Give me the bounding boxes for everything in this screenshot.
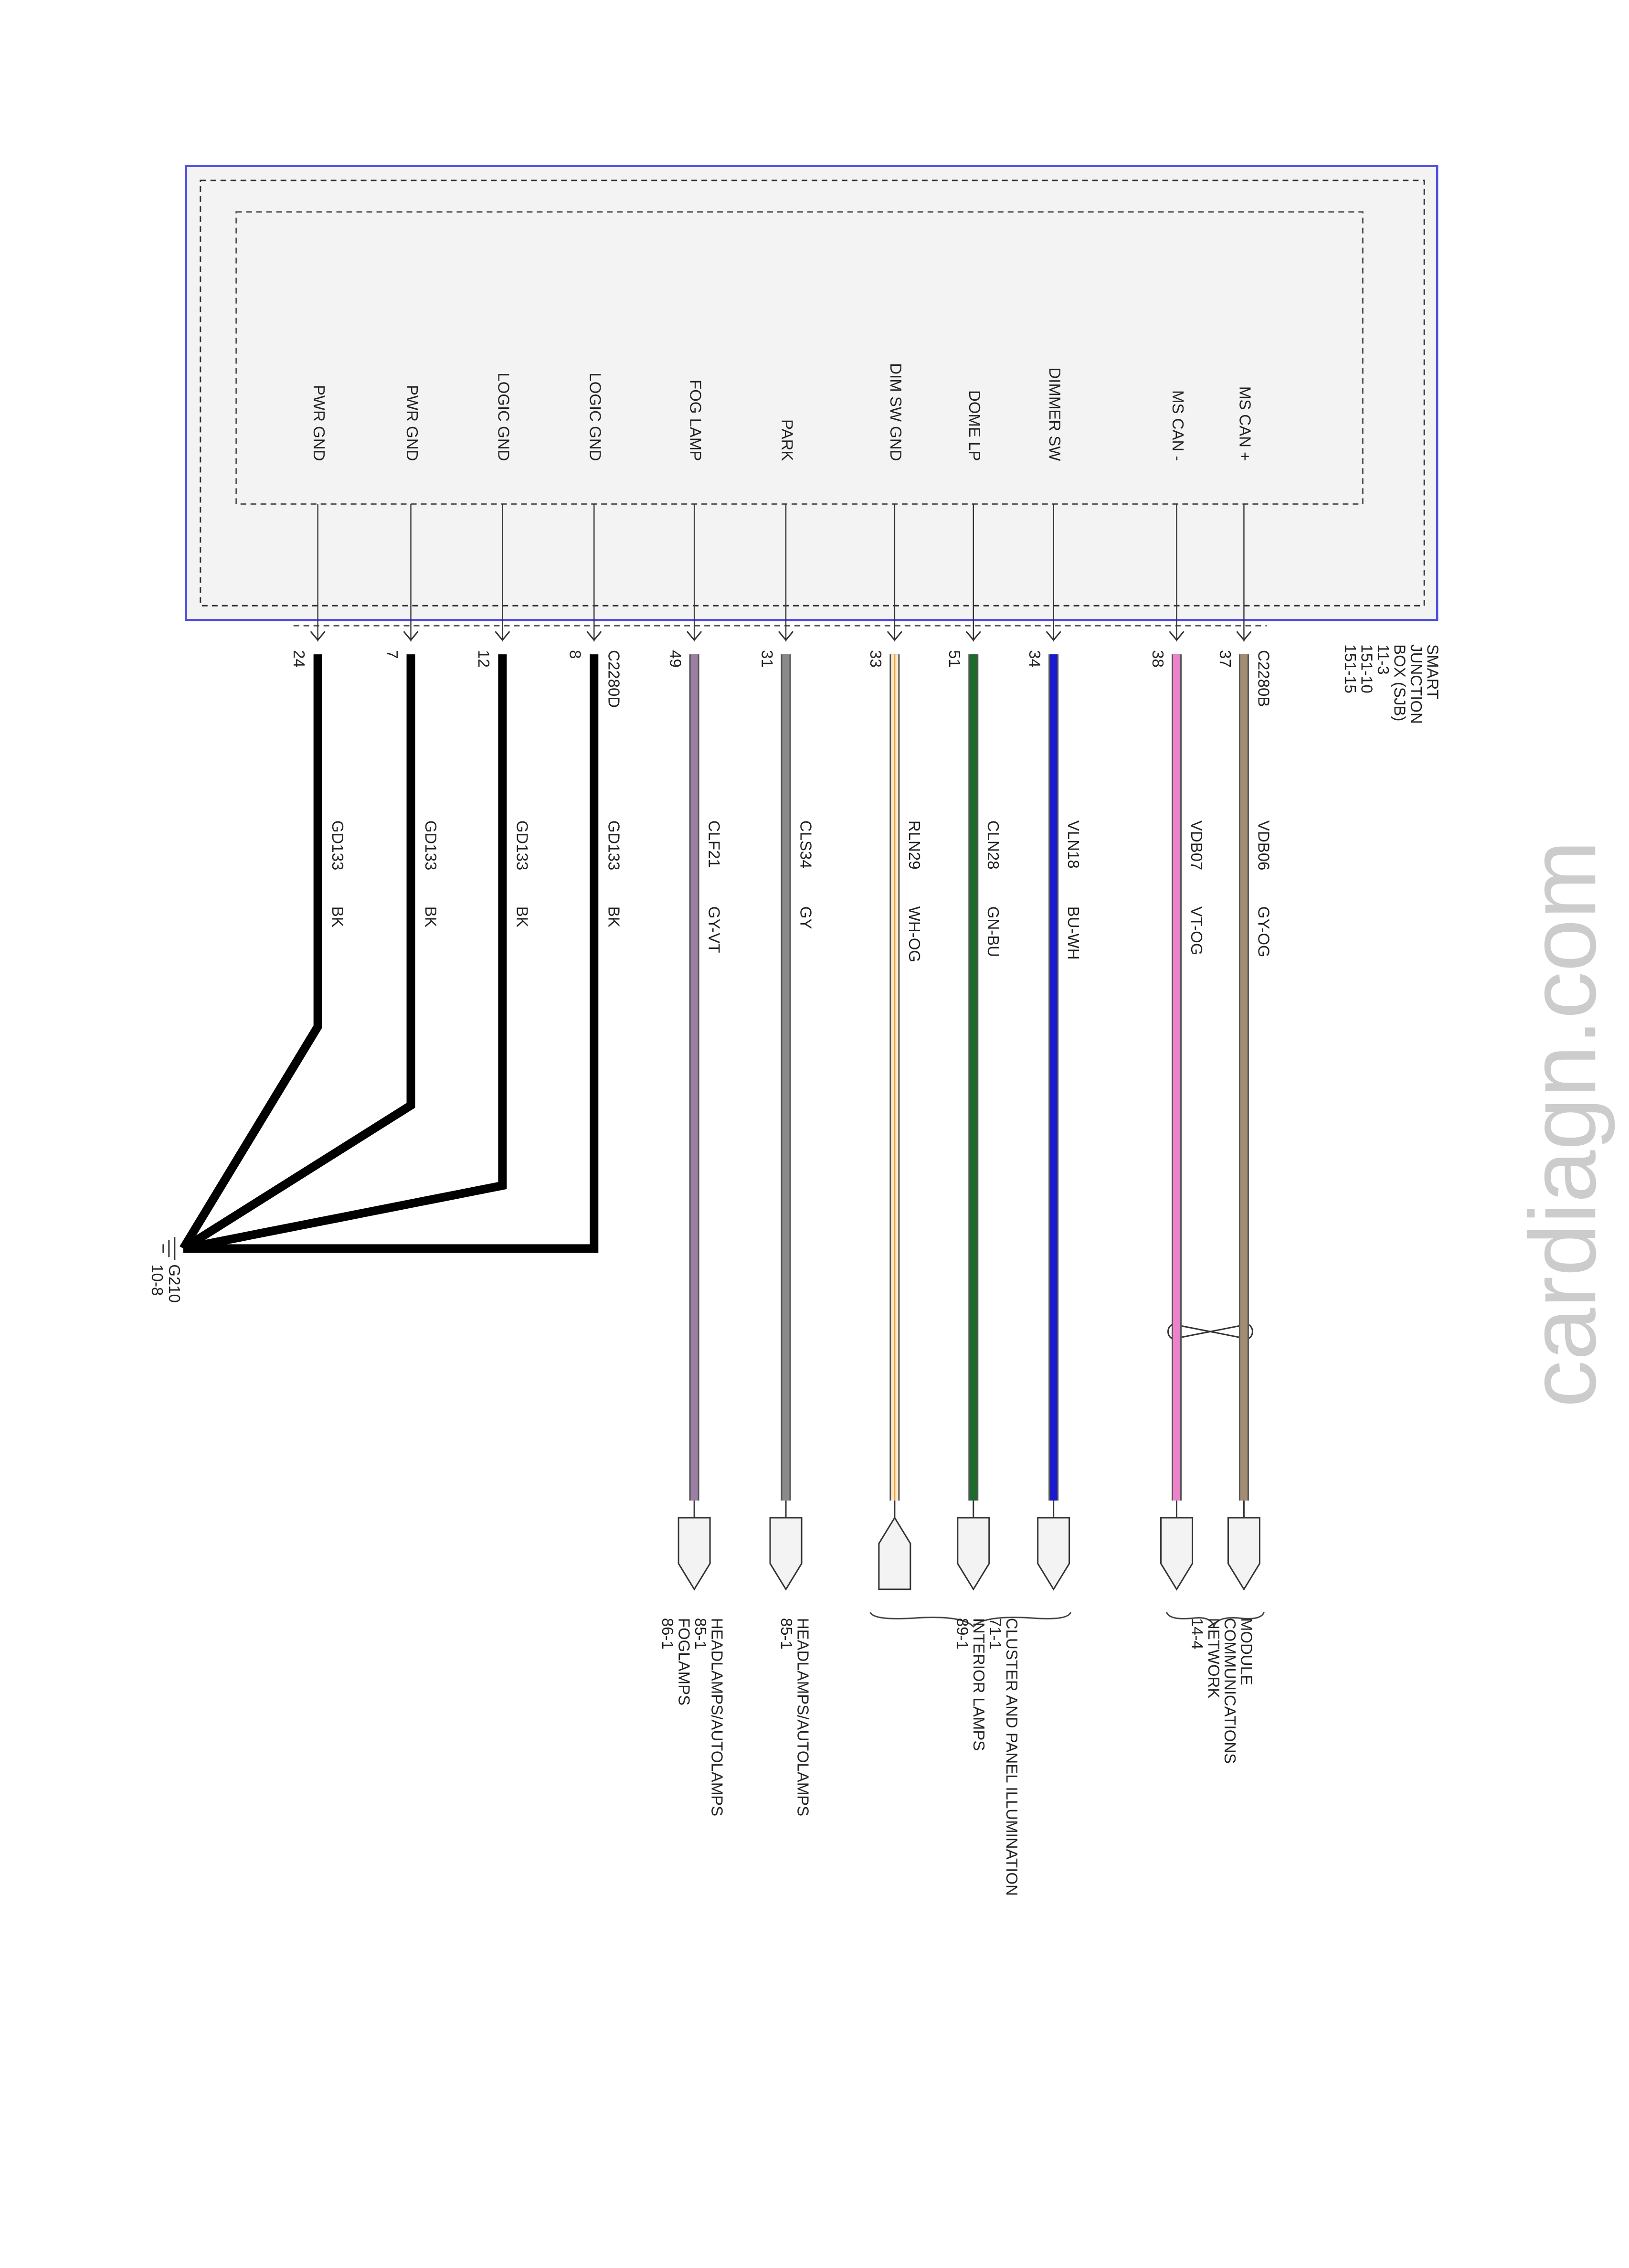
circuit-id: CLN28 bbox=[984, 820, 1002, 870]
destination-label: 86-1 bbox=[659, 1618, 677, 1650]
terminal bbox=[1160, 1517, 1193, 1591]
connector-id: C2280D bbox=[605, 650, 623, 708]
module-title: 151-15 bbox=[1342, 644, 1359, 693]
ground-id: G210 bbox=[166, 1264, 183, 1303]
destination-label: 71-1 bbox=[987, 1618, 1005, 1650]
brace bbox=[869, 1612, 1072, 1628]
pin-label: MS CAN + bbox=[1237, 386, 1254, 461]
wire-color-code: BK bbox=[605, 906, 623, 927]
circuit-id: RLN29 bbox=[906, 820, 923, 870]
module-outline bbox=[200, 180, 1425, 607]
pin-arrow bbox=[1169, 631, 1185, 641]
destination-label: HEADLAMPS/AUTOLAMPS bbox=[794, 1618, 812, 1816]
brace bbox=[1166, 1612, 1265, 1629]
pin-arrow bbox=[778, 631, 794, 641]
pin-number: 37 bbox=[1216, 650, 1234, 668]
pin-arrow bbox=[403, 631, 419, 641]
pin-label: FOG LAMP bbox=[687, 380, 704, 461]
pin-number: 8 bbox=[567, 650, 584, 659]
wire-color-code: GY-OG bbox=[1255, 906, 1273, 958]
pin-arrow bbox=[965, 631, 981, 641]
pin-number: 7 bbox=[383, 650, 401, 659]
circuit-id: GD133 bbox=[514, 820, 531, 870]
pin-label: LOGIC GND bbox=[587, 373, 604, 461]
destination-label: NETWORK bbox=[1205, 1618, 1223, 1699]
module-title: BOX (SJB) bbox=[1391, 644, 1409, 721]
pin-number: 38 bbox=[1149, 650, 1167, 668]
wire-color-code: BK bbox=[422, 906, 440, 927]
terminal bbox=[1227, 1517, 1260, 1591]
pin-number: 51 bbox=[946, 650, 963, 668]
ground-symbol bbox=[162, 1237, 176, 1260]
wire-color-code: GN-BU bbox=[984, 906, 1002, 957]
destination-label: 85-1 bbox=[692, 1618, 709, 1650]
destination-label: COMMUNICATIONS bbox=[1221, 1618, 1239, 1764]
terminal bbox=[677, 1517, 711, 1591]
pin-number: 31 bbox=[758, 650, 776, 668]
circuit-id: CLS34 bbox=[797, 820, 814, 869]
pin-label: DIMMER SW bbox=[1046, 367, 1064, 461]
circuit-id: VDB07 bbox=[1188, 820, 1206, 870]
pin-label: LOGIC GND bbox=[495, 373, 513, 461]
wire-color-code: BU-WH bbox=[1065, 906, 1082, 960]
pin-label: DOME LP bbox=[966, 390, 984, 461]
pin-number: 34 bbox=[1026, 650, 1044, 668]
circuit-id: GD133 bbox=[329, 820, 347, 870]
pin-arrow bbox=[887, 631, 903, 641]
ground-wire bbox=[183, 654, 599, 1253]
module-title: 11-3 bbox=[1375, 644, 1392, 675]
terminal bbox=[957, 1517, 990, 1591]
pin-arrow bbox=[1236, 631, 1252, 641]
pin-arrow bbox=[310, 631, 326, 641]
wire-color-code: GY-VT bbox=[705, 906, 723, 953]
terminal bbox=[1037, 1517, 1070, 1591]
wire-color-code: VT-OG bbox=[1188, 906, 1206, 956]
pin-number: 12 bbox=[475, 650, 493, 668]
destination-label: HEADLAMPS/AUTOLAMPS bbox=[708, 1618, 726, 1816]
circuit-id: GD133 bbox=[605, 820, 623, 870]
terminal bbox=[769, 1517, 803, 1591]
destination-label: INTERIOR LAMPS bbox=[970, 1618, 988, 1751]
connector-id: C2280B bbox=[1255, 650, 1273, 707]
pin-label: DIM SW GND bbox=[887, 363, 905, 461]
wire-color-code: BK bbox=[514, 906, 531, 927]
module-title: JUNCTION bbox=[1407, 644, 1425, 724]
pin-label: PARK bbox=[778, 419, 796, 461]
destination-label: FOGLAMPS bbox=[675, 1618, 693, 1705]
circuit-id: VLN18 bbox=[1065, 820, 1082, 869]
destination-label: MODULE bbox=[1238, 1618, 1256, 1685]
pin-number: 49 bbox=[666, 650, 684, 668]
module-title: 151-10 bbox=[1358, 644, 1376, 693]
pin-label: PWR GND bbox=[310, 385, 328, 461]
wire-color-code: WH-OG bbox=[906, 906, 923, 962]
circuit-id: VDB06 bbox=[1255, 820, 1273, 870]
wire-color-code: GY bbox=[797, 906, 814, 929]
destination-label: 89-1 bbox=[954, 1618, 972, 1650]
pin-arrow bbox=[586, 631, 602, 641]
destination-label: 14-4 bbox=[1188, 1618, 1206, 1650]
pin-arrow bbox=[495, 631, 510, 641]
watermark: cardiagn.com bbox=[1510, 841, 1615, 1408]
pin-number: 33 bbox=[867, 650, 885, 668]
pin-label: PWR GND bbox=[403, 385, 421, 461]
module-box bbox=[185, 165, 1439, 621]
circuit-id: GD133 bbox=[422, 820, 440, 870]
ground-wire bbox=[182, 654, 507, 1253]
module-title: SMART bbox=[1424, 644, 1441, 699]
circuit-id: CLF21 bbox=[705, 820, 723, 868]
pin-arrow bbox=[1046, 631, 1061, 641]
destination-label: 85-1 bbox=[778, 1618, 795, 1650]
pin-number: 24 bbox=[290, 650, 308, 668]
ground-wire bbox=[180, 654, 322, 1251]
ground-page: 10-8 bbox=[148, 1264, 166, 1296]
twist-marker bbox=[1174, 1323, 1247, 1340]
pin-arrow bbox=[687, 631, 702, 641]
ground-wire bbox=[181, 654, 415, 1252]
wire-color-code: BK bbox=[329, 906, 347, 927]
terminal bbox=[878, 1516, 911, 1590]
pin-label: MS CAN - bbox=[1169, 390, 1187, 461]
destination-label: CLUSTER AND PANEL ILLUMINATION bbox=[1003, 1618, 1021, 1896]
